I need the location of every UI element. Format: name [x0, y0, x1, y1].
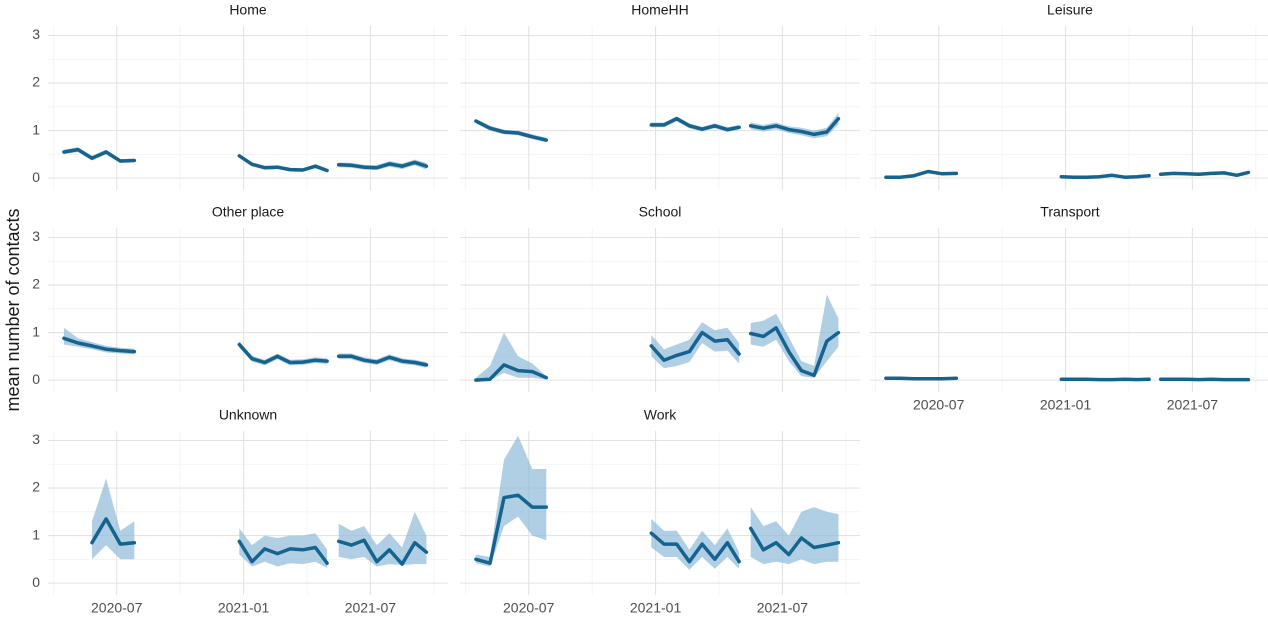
line	[474, 326, 841, 382]
panel-title: Work	[644, 407, 677, 423]
panel-title: HomeHH	[631, 2, 689, 18]
x-tick-label: 2021-01	[1040, 397, 1092, 413]
y-tick-label: 2	[32, 479, 40, 495]
y-tick-label: 3	[32, 228, 40, 244]
y-axis-label: mean number of contacts	[3, 208, 23, 411]
panel-title: Home	[229, 2, 267, 18]
y-tick-label: 1	[32, 323, 40, 339]
y-tick-label: 2	[32, 74, 40, 90]
line	[474, 116, 841, 142]
confidence-band	[475, 435, 839, 570]
x-tick-label: 2021-07	[757, 600, 809, 616]
y-tick-label: 0	[32, 574, 40, 590]
x-tick-label: 2020-07	[503, 600, 555, 616]
x-tick-label: 2021-07	[1167, 397, 1219, 413]
x-tick-label: 2021-07	[345, 600, 397, 616]
panel-title: Leisure	[1047, 2, 1093, 18]
y-tick-label: 3	[32, 26, 40, 42]
y-tick-label: 1	[32, 526, 40, 542]
y-tick-label: 3	[32, 431, 40, 447]
line	[90, 517, 429, 566]
x-tick-label: 2020-07	[91, 600, 143, 616]
panel-title: School	[639, 204, 682, 220]
y-tick-label: 0	[32, 169, 40, 185]
confidence-band	[92, 478, 427, 568]
line	[474, 493, 841, 565]
x-tick-label: 2021-01	[630, 600, 682, 616]
panel-title: Other place	[212, 204, 285, 220]
panel-title: Unknown	[219, 407, 277, 423]
line	[62, 147, 429, 173]
y-tick-label: 0	[32, 371, 40, 387]
y-tick-label: 1	[32, 121, 40, 137]
y-tick-label: 2	[32, 276, 40, 292]
line	[62, 336, 429, 367]
line	[884, 376, 1251, 382]
x-tick-label: 2020-07	[913, 397, 965, 413]
panel-title: Transport	[1040, 204, 1100, 220]
line	[884, 169, 1251, 179]
confidence-band	[475, 294, 839, 381]
x-tick-label: 2021-01	[218, 600, 270, 616]
